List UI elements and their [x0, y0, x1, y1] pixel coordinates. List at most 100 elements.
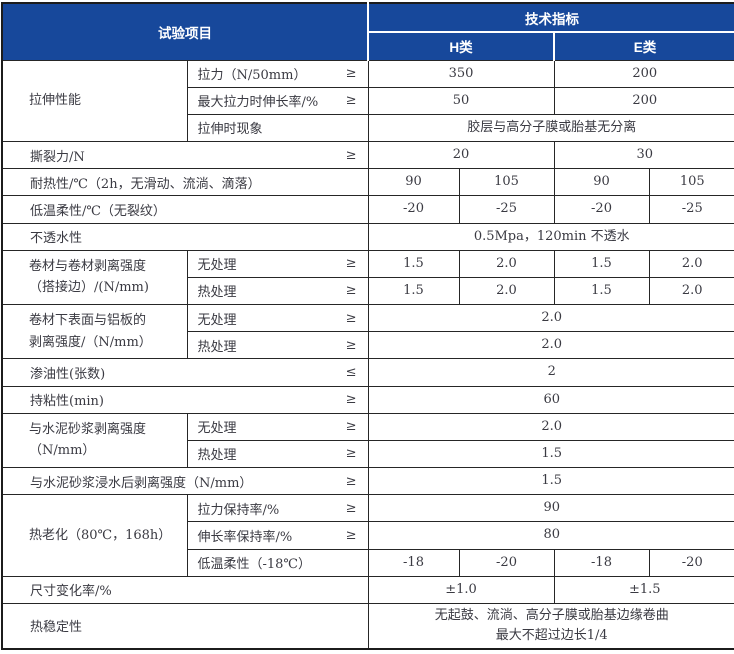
value-cell: 105 — [458, 168, 555, 197]
threshold-symbol: ≥ — [345, 392, 357, 408]
header-test-item: 试验项目 — [2, 3, 369, 60]
threshold-symbol: ≥ — [345, 337, 357, 353]
label-cell: 伸长率保持率/% ≥ — [186, 521, 369, 550]
value-cell: 90 — [367, 494, 734, 523]
value-cell: 1.5 — [367, 467, 734, 496]
value-cell: 105 — [648, 168, 734, 197]
header-tech-index: 技术指标 — [368, 3, 734, 33]
threshold-symbol: ≥ — [345, 310, 357, 326]
item-label: 最大拉力时伸长率/% — [197, 95, 319, 111]
item-label: 不透水性 — [30, 231, 83, 247]
value-cell: 60 — [367, 385, 734, 414]
item-label: 耐热性/℃（2h，无滑动、流淌、滴落） — [30, 176, 261, 192]
header-row-1: 试验项目 技术指标 — [2, 3, 734, 60]
value-cell: 2.0 — [648, 276, 734, 306]
value-cell: ±1.0 — [367, 575, 555, 604]
header-row-2: H类 E类 — [2, 32, 734, 60]
table-row: 卷材与卷材剥离强度 （搭接边）/(N/mm) 无处理 ≥ 1.5 2.0 1.5 … — [1, 249, 734, 306]
label-cell: 无处理 ≥ — [186, 412, 369, 441]
item-label: 无处理 — [197, 421, 237, 437]
value-cell: 无起鼓、流淌、高分子膜或胎基边缘卷曲 最大不超过边长1/4 — [367, 602, 734, 650]
label-cell: 热处理 ≥ — [186, 331, 369, 360]
table-row: 低温柔性（-18℃） -18 -20 -18 -20 — [2, 548, 734, 577]
category-cell: 卷材下表面与铝板的 剥离强度/（N/mm） — [1, 304, 188, 360]
table-row: 拉伸时现象 胶层与高分子膜或胎基无分离 — [2, 113, 734, 143]
item-label: 与水泥砂浆浸水后剥离强度（N/mm） — [30, 475, 253, 491]
item-label: 低温柔性/℃（无裂纹） — [30, 203, 166, 219]
table-row: 热稳定性 无起鼓、流淌、高分子膜或胎基边缘卷曲 最大不超过边长1/4 — [1, 602, 734, 650]
threshold-symbol: ≥ — [345, 419, 357, 435]
threshold-symbol: ≥ — [345, 500, 357, 516]
threshold-symbol: ≥ — [345, 446, 357, 462]
value-cell: 2.0 — [458, 276, 555, 306]
label-cell: 热稳定性 — [1, 602, 369, 650]
table-row: 渗油性(张数) ≤ 2 — [1, 358, 734, 387]
value-cell: 1.5 — [553, 249, 650, 278]
table-row: 卷材下表面与铝板的 剥离强度/（N/mm） 无处理 ≥ 2.0 — [1, 304, 734, 360]
value-cell: -20 — [458, 548, 555, 577]
label-cell: 尺寸变化率/% — [1, 575, 369, 604]
value-cell: -25 — [648, 195, 734, 224]
value-cell: 胶层与高分子膜或胎基无分离 — [367, 113, 734, 143]
label-cell: 撕裂力/N ≥ — [1, 141, 369, 170]
threshold-symbol: ≥ — [345, 66, 357, 82]
label-cell: 无处理 ≥ — [186, 249, 369, 278]
table-row: 低温柔性/℃（无裂纹） -20 -25 -20 -25 — [1, 195, 734, 224]
item-label: 热处理 — [197, 448, 237, 464]
threshold-symbol: ≥ — [345, 93, 357, 109]
value-cell: 1.5 — [553, 276, 650, 306]
value-cell: 2.0 — [648, 249, 734, 278]
label-cell: 拉伸时现象 — [186, 113, 369, 143]
table-row: 热处理 ≥ 1.5 — [2, 439, 734, 469]
table-row: 最大拉力时伸长率/% ≥ 50 200 — [2, 86, 734, 115]
value-cell: -20 — [648, 548, 734, 577]
table-header: 试验项目 技术指标 H类 E类 — [2, 3, 734, 60]
value-cell: -20 — [553, 195, 650, 224]
value-cell: -20 — [367, 195, 460, 224]
header-class-h: H类 — [368, 32, 555, 60]
table-row: 撕裂力/N ≥ 20 30 — [1, 141, 734, 170]
value-cell: 200 — [553, 59, 734, 88]
value-cell: 90 — [367, 168, 460, 197]
threshold-symbol: ≤ — [345, 364, 357, 380]
value-cell: 2.0 — [458, 249, 555, 278]
value-cell: 0.5Mpa，120min 不透水 — [367, 222, 734, 251]
label-cell: 低温柔性/℃（无裂纹） — [1, 195, 369, 224]
threshold-symbol: ≥ — [345, 147, 357, 163]
header-class-e: E类 — [554, 32, 734, 60]
item-label: 热处理 — [197, 339, 237, 355]
item-label: 撕裂力/N — [30, 149, 85, 165]
table-row: 热处理 ≥ 1.5 2.0 1.5 2.0 — [2, 276, 734, 306]
label-cell: 无处理 ≥ — [186, 304, 369, 333]
table-row: 热老化（80℃，168h） 拉力保持率/% ≥ 90 — [1, 494, 734, 577]
item-label: 渗油性(张数) — [30, 366, 106, 382]
label-cell: 低温柔性（-18℃） — [186, 548, 369, 577]
value-cell: 1.5 — [367, 276, 460, 306]
threshold-symbol: ≥ — [345, 283, 357, 299]
value-cell: -25 — [458, 195, 555, 224]
value-cell: -18 — [553, 548, 650, 577]
table-row: 拉伸性能 拉力（N/50mm） ≥ 350 200 — [1, 59, 734, 143]
item-label: 无处理 — [197, 312, 237, 328]
table-row: 与水泥砂浆浸水后剥离强度（N/mm） ≥ 1.5 — [1, 467, 734, 496]
threshold-symbol: ≥ — [345, 256, 357, 272]
value-cell: 2 — [367, 358, 734, 387]
label-cell: 持粘性(min) ≥ — [1, 385, 369, 414]
threshold-symbol: ≥ — [345, 473, 357, 489]
item-label: 热处理 — [197, 285, 237, 301]
label-cell: 渗油性(张数) ≤ — [1, 358, 369, 387]
value-cell: 2.0 — [367, 304, 734, 333]
value-cell: 80 — [367, 521, 734, 550]
value-cell: 50 — [367, 86, 555, 115]
value-cell: 90 — [553, 168, 650, 197]
item-label: 热稳定性 — [30, 620, 83, 636]
table-row: 与水泥砂浆剥离强度 （N/mm） 无处理 ≥ 2.0 — [1, 412, 734, 469]
item-label: 尺寸变化率/% — [30, 584, 112, 600]
item-label: 低温柔性（-18℃） — [197, 557, 311, 573]
value-cell: ±1.5 — [553, 575, 734, 604]
item-label: 伸长率保持率/% — [197, 530, 293, 545]
value-cell: 1.5 — [367, 439, 734, 469]
item-label: 拉力保持率/% — [197, 502, 280, 518]
table-row: 持粘性(min) ≥ 60 — [1, 385, 734, 414]
